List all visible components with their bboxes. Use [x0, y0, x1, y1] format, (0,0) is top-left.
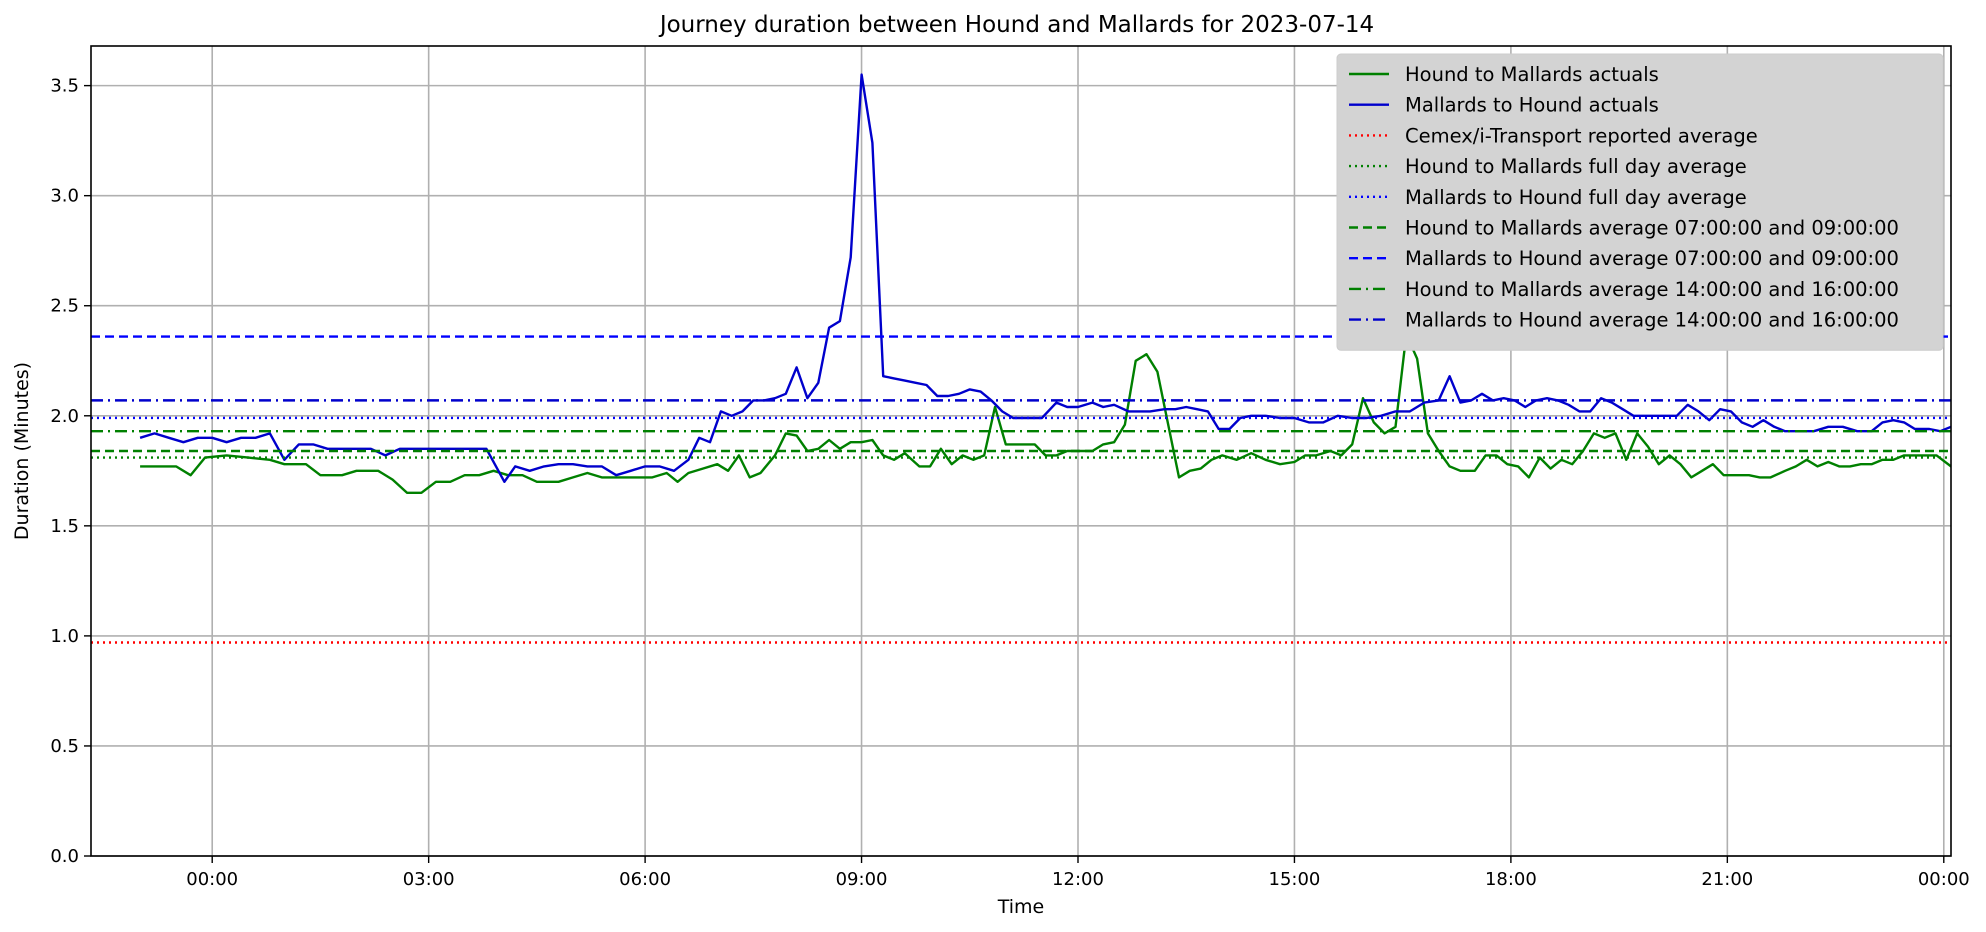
legend-label: Mallards to Hound average 14:00:00 and 1…: [1405, 309, 1899, 332]
y-tick-label: 1.5: [50, 516, 79, 537]
x-axis-label: Time: [997, 896, 1045, 918]
x-tick-label: 21:00: [1701, 869, 1753, 890]
y-axis-label: Duration (Minutes): [11, 362, 33, 540]
legend-label: Hound to Mallards actuals: [1405, 63, 1659, 86]
y-tick-label: 2.5: [50, 296, 79, 317]
legend-label: Hound to Mallards average 07:00:00 and 0…: [1405, 217, 1899, 240]
legend-label: Cemex/i-Transport reported average: [1405, 124, 1758, 147]
legend-label: Hound to Mallards average 14:00:00 and 1…: [1405, 278, 1899, 301]
legend-label: Mallards to Hound average 07:00:00 and 0…: [1405, 247, 1899, 270]
plot-area: [91, 73, 1951, 644]
x-axis: 00:00 03:00 06:00 09:00 12:00 15:00 18:00 21:00…: [186, 856, 1970, 890]
y-tick-label: 0.0: [50, 846, 79, 867]
x-tick-label: 09:00: [836, 869, 888, 890]
x-tick-label: 18:00: [1485, 869, 1537, 890]
y-tick-label: 1.0: [50, 626, 79, 647]
x-tick-label: 00:00: [1918, 869, 1970, 890]
legend-label: Mallards to Hound actuals: [1405, 94, 1659, 117]
x-tick-label: 15:00: [1269, 869, 1321, 890]
legend: Hound to Mallards actuals Mallards to Hou…: [1336, 53, 1944, 351]
x-tick-label: 12:00: [1052, 869, 1104, 890]
chart-title: Journey duration between Hound and Malla…: [658, 12, 1374, 38]
y-tick-label: 3.5: [50, 76, 79, 97]
plot-frame: [90, 45, 1952, 857]
series-hound-to-mallards-actuals: [140, 333, 1951, 494]
y-tick-label: 3.0: [50, 186, 79, 207]
legend-label: Mallards to Hound full day average: [1405, 186, 1747, 209]
y-axis: 0.0 0.5 1.0 1.5 2.0 2.5 3.0 3.5: [50, 76, 91, 867]
x-tick-label: 06:00: [619, 869, 671, 890]
legend-box: [1336, 53, 1944, 351]
x-tick-label: 00:00: [186, 869, 238, 890]
legend-label: Hound to Mallards full day average: [1405, 155, 1747, 178]
x-tick-label: 03:00: [403, 869, 455, 890]
y-tick-label: 2.0: [50, 406, 79, 427]
y-tick-label: 0.5: [50, 736, 79, 757]
series-mallards-to-hound-actuals: [139, 73, 1951, 483]
